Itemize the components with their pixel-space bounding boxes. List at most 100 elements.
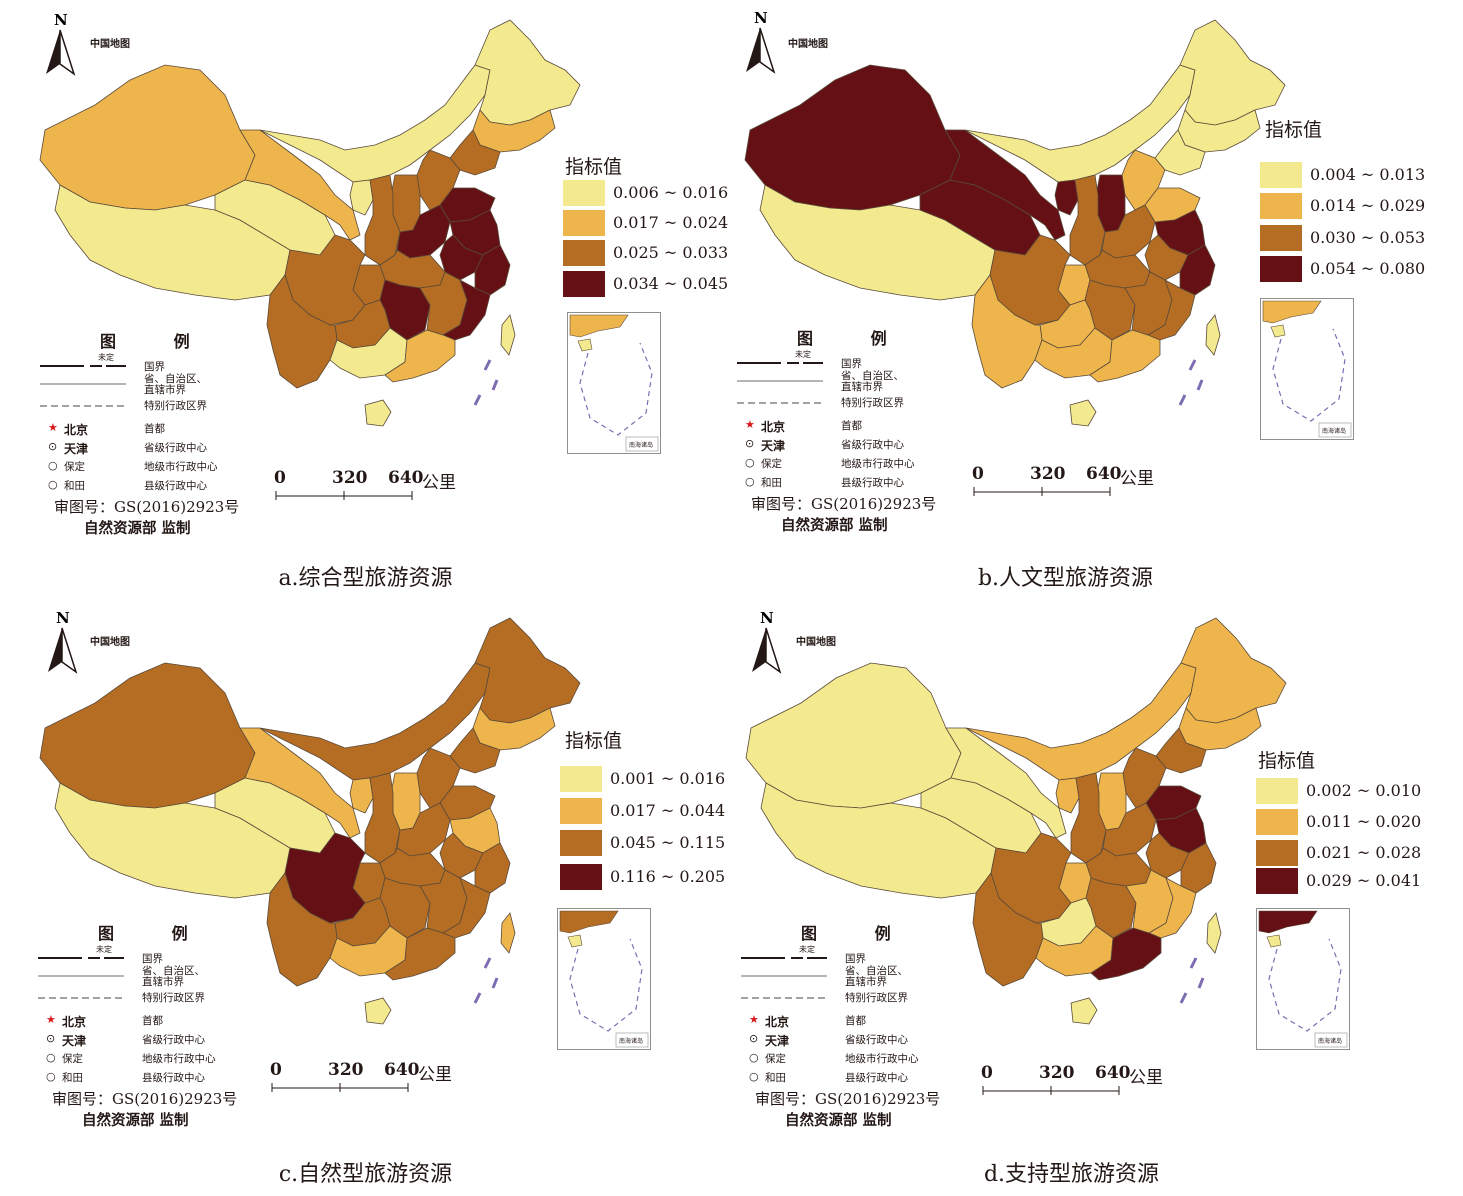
map-title: 中国地图 (788, 39, 828, 50)
place-symbol-icon: ★ (46, 1013, 56, 1026)
north-arrow-icon: N (42, 609, 82, 675)
undetermined-label: 未定 (799, 945, 815, 954)
province-xinjiang (39, 64, 256, 211)
place-symbol-meaning: 县级行政中心 (144, 480, 207, 492)
inset-caption: 南海诸岛 (1322, 427, 1346, 435)
province-liaoning (1154, 129, 1206, 176)
boundary-legend-label: 特别行政区界 (142, 992, 205, 1004)
legend-swatch (563, 271, 605, 297)
place-symbol-meaning: 县级行政中心 (142, 1072, 205, 1084)
province-neimenggu (965, 662, 1197, 781)
boundary-dash (1196, 379, 1204, 391)
boundary-dash (491, 977, 499, 989)
place-symbol-icon: ○ (46, 1070, 56, 1083)
province-neimenggu (964, 64, 1196, 183)
reference-legend-heading: 图 例 (98, 924, 214, 943)
place-example-name: 保定 (62, 1053, 83, 1065)
scale-bar: 0 320 640 公里 (972, 464, 1172, 504)
place-example-name: 北京 (62, 1015, 87, 1029)
province-guangdong (384, 329, 456, 383)
legend-title: 指标值 (1265, 119, 1323, 141)
place-example-name: 北京 (765, 1015, 790, 1029)
place-symbol-meaning: 首都 (845, 1015, 866, 1027)
place-example-name: 天津 (62, 1034, 87, 1048)
scale-tick-label: 320 (1039, 1063, 1075, 1083)
province-heilongjiang (1179, 19, 1286, 126)
legend-class-label: 0.021 ~ 0.028 (1306, 843, 1422, 862)
boundary-dash (1178, 394, 1187, 406)
south-china-sea-inset: 南海诸岛 (567, 312, 661, 454)
province-guangdong (384, 927, 456, 981)
map-title: 中国地图 (90, 39, 130, 50)
place-example-name: 保定 (765, 1053, 786, 1065)
legend-swatch (560, 798, 602, 824)
inset-caption: 南海诸岛 (619, 1037, 643, 1045)
place-example-name: 和田 (761, 477, 782, 489)
province-ningxia (349, 179, 374, 216)
place-symbol-meaning: 省级行政中心 (142, 1034, 205, 1046)
legend-class-label: 0.029 ~ 0.041 (1306, 871, 1422, 890)
boundary-dash (1179, 992, 1188, 1004)
province-hainan (364, 399, 392, 427)
province-ningxia (1054, 179, 1079, 216)
scale-tick-label: 640 (1086, 464, 1122, 484)
boundary-dash (473, 394, 482, 406)
province-heilongjiang (1180, 617, 1287, 724)
scale-tick-label: 0 (270, 1060, 282, 1080)
approval-number: 审图号：GS(2016)2923号 (755, 1090, 941, 1108)
place-example-name: 天津 (765, 1034, 790, 1048)
legend-class-label: 0.011 ~ 0.020 (1306, 812, 1422, 831)
legend-title: 指标值 (1258, 750, 1316, 772)
legend-class-label: 0.014 ~ 0.029 (1310, 196, 1426, 215)
scale-bar: 0 320 640 公里 (270, 1060, 470, 1100)
map-panel: N 中国地图 指标值 0.004 ~ 0.013 0.014 ~ 0.029 0.030 … (700, 0, 1431, 598)
province-fujian (1147, 279, 1196, 341)
boundary-legend-label: 省、自治区、 直辖市界 (144, 373, 207, 396)
legend-swatch (1260, 225, 1302, 251)
legend-class-label: 0.006 ~ 0.016 (613, 183, 729, 202)
boundary-dash (1188, 359, 1197, 371)
legend-class-label: 0.054 ~ 0.080 (1310, 259, 1426, 278)
legend-class-label: 0.034 ~ 0.045 (613, 274, 729, 293)
boundary-dash (473, 992, 482, 1004)
province-liaoning (449, 727, 501, 774)
ministry-credit: 自然资源部 监制 (785, 1113, 892, 1129)
province-xinjiang (39, 662, 256, 809)
china-choropleth-map (39, 617, 581, 1025)
boundary-dash (483, 359, 492, 371)
legend-swatch (560, 766, 602, 792)
province-hainan (1070, 997, 1098, 1025)
legend-class-label: 0.045 ~ 0.115 (610, 833, 726, 852)
province-taiwan (500, 912, 516, 954)
place-symbol-meaning: 地级市行政中心 (845, 1053, 919, 1065)
scale-unit: 公里 (418, 1065, 452, 1085)
map-panel: N 中国地图 指标值 0.006 ~ 0.016 0.017 ~ 0.024 0.025 … (0, 0, 731, 598)
place-symbol-icon: ○ (48, 478, 58, 491)
legend-title: 指标值 (565, 730, 623, 752)
place-symbol-icon: ★ (749, 1013, 759, 1026)
province-ningxia (1055, 777, 1080, 814)
legend-swatch (563, 210, 605, 236)
north-arrow-icon: N (40, 11, 80, 77)
approval-number: 审图号：GS(2016)2923号 (54, 498, 240, 516)
province-taiwan (500, 314, 516, 356)
province-heilongjiang (474, 19, 581, 126)
place-symbol-icon: ⊙ (46, 1032, 56, 1045)
province-zhejiang (474, 244, 511, 296)
province-fujian (1148, 877, 1197, 939)
reference-legend-heading: 图 例 (801, 924, 917, 943)
province-heilongjiang (474, 617, 581, 724)
scale-tick-label: 640 (384, 1060, 420, 1080)
legend-swatch (1256, 778, 1298, 804)
place-symbol-meaning: 县级行政中心 (841, 477, 904, 489)
scale-tick-label: 320 (332, 468, 368, 488)
boundary-dash (491, 379, 499, 391)
north-label: N (760, 610, 774, 627)
place-symbol-meaning: 省级行政中心 (845, 1034, 908, 1046)
legend-class-label: 0.025 ~ 0.033 (613, 243, 729, 262)
province-liaoning (449, 129, 501, 176)
province-gansu (945, 727, 1067, 839)
province-liaoning (1155, 727, 1207, 774)
province-guangdong (1089, 329, 1161, 383)
scale-tick-label: 0 (981, 1063, 993, 1083)
